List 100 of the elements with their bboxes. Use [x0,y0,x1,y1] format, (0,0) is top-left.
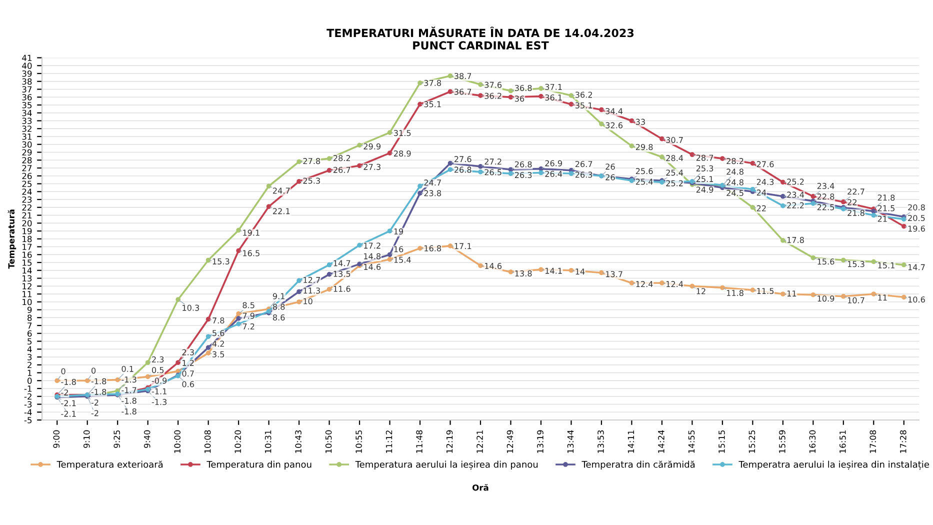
data-label: 14.6 [364,264,381,270]
x-tick-label: 12:49 [506,430,514,453]
data-label: 28.4 [666,155,684,162]
data-label: -1.7 [122,387,136,394]
x-tick-label: 14:24 [658,430,664,453]
data-label: 26.4 [545,170,562,177]
x-tick-label: 10:31 [264,430,272,453]
x-axis-title: Oră [472,484,488,491]
x-tick-label: 13:44 [567,430,574,453]
y-tick-label: 30 [22,141,32,148]
data-label: 26.3 [514,172,532,178]
data-label: 21.5 [878,205,895,212]
y-tick-label: 25 [22,180,32,188]
data-label: 11 [878,294,887,301]
data-label: 27.2 [484,158,502,165]
x-tick-label: 12:21 [476,430,483,453]
data-label: 24 [756,190,766,196]
data-label: 10.9 [818,296,834,302]
data-label: 25.2 [666,180,683,186]
x-tick-label: 15:59 [779,430,786,453]
x-tick-label: 9:10 [83,430,90,448]
data-label: 13.8 [515,270,532,276]
data-label: 1.2 [182,360,194,366]
data-label: 24.7 [424,180,441,186]
y-tick-label: 28 [22,157,32,164]
data-label: 36.8 [514,84,532,92]
data-label: 2.3 [182,349,194,356]
data-label: 25.4 [666,170,684,176]
y-tick-label: -4 [24,409,32,416]
data-label: 23.4 [787,192,804,198]
data-label: 24.8 [726,168,744,175]
x-tick-label: 12:19 [446,430,453,453]
x-tick-label: 14:55 [688,430,695,453]
data-label: 30.7 [666,136,683,144]
y-tick-label: 36 [22,94,32,100]
x-tick-label: 10:00 [174,430,180,453]
data-label: 11.8 [726,290,744,296]
data-label: 26.8 [454,166,472,173]
x-tick-label: 9:40 [144,430,150,448]
data-label: 16.8 [424,245,442,252]
data-label: 4.2 [212,340,224,347]
data-label: 21.8 [878,194,895,201]
data-label: 24.3 [756,178,774,185]
y-tick-label: 39 [22,70,32,77]
data-label: 15.1 [878,262,894,268]
data-label: 26.3 [575,172,592,178]
y-tick-label: 24 [22,188,32,195]
x-tick-label: 13:19 [537,430,544,453]
data-label: 37.1 [545,84,562,90]
data-label: 14.7 [334,260,350,266]
data-label: -0.9 [152,378,167,384]
data-label: 14.1 [545,268,562,274]
data-label: 10.7 [848,297,864,304]
y-tick-label: 0 [28,378,32,384]
data-label: 27.6 [756,161,774,168]
data-label: -2.1 [61,400,76,406]
data-label: 36.1 [545,94,562,101]
y-tick-label: 7 [28,322,32,329]
data-label: 25.2 [787,178,804,185]
y-tick-label: 23 [22,196,32,203]
data-label: 8.8 [272,304,285,310]
legend-label: Temperatra din cărămidă [582,460,695,470]
data-label: -2 [61,389,68,396]
data-label: 10.6 [908,296,925,303]
data-label: -1.8 [91,388,106,395]
y-tick-label: 22 [22,204,32,211]
data-label: 36.2 [575,92,592,98]
data-label: 13.5 [334,270,350,277]
data-label: 24.9 [696,186,714,193]
data-label: 11.3 [304,288,320,294]
y-tick-label: 27 [22,164,32,172]
x-tick-label: 10:20 [234,430,241,453]
data-label: 0 [92,368,96,374]
data-label: 33 [636,118,645,125]
data-label: 20.8 [908,204,925,210]
data-label: 34.4 [606,108,623,114]
x-tick-label: 15:25 [748,430,756,453]
data-label: 36.2 [484,92,502,99]
x-tick-label: 10:08 [204,430,211,453]
data-label: 25.3 [696,165,714,172]
x-tick-label: 16:30 [809,430,816,453]
x-tick-label: 17:08 [870,430,876,453]
data-label: 26.5 [484,169,502,176]
y-tick-label: 20 [22,220,32,226]
data-label: 12.4 [636,281,653,288]
y-tick-label: -5 [24,417,32,424]
data-label: 16 [394,246,404,252]
y-tick-label: 11 [22,291,32,298]
y-tick-label: -3 [24,401,32,408]
x-tick-label: 11:48 [416,430,422,453]
y-tick-label: 12 [22,283,32,290]
data-label: 25.1 [696,176,714,182]
data-label: 0.1 [122,366,134,372]
legend-label: Temperatura din panou [206,460,312,470]
data-label: 26 [606,174,615,180]
y-tick-label: 2 [28,362,32,368]
chart-title: TEMPERATURI MĂSURATE ÎN DATA DE 14.04.2023 PUNCT CARDINAL EST [326,26,634,50]
data-label: 7.2 [242,323,254,330]
data-label: 22.2 [787,202,804,208]
data-label: 38.7 [454,72,472,80]
